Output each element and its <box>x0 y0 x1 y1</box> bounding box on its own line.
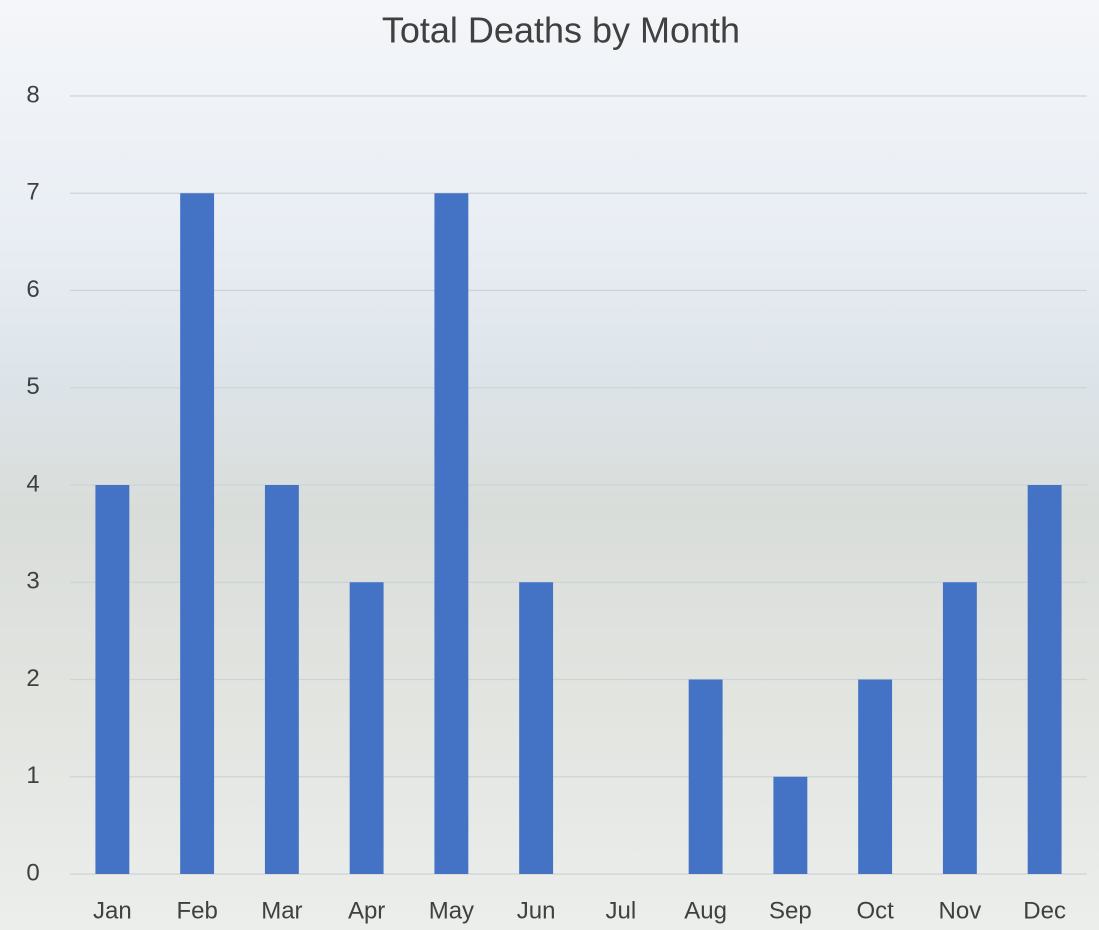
y-tick-label: 0 <box>26 859 39 886</box>
y-tick-label: 4 <box>26 470 39 497</box>
bar <box>943 582 977 874</box>
bar <box>858 680 892 875</box>
x-tick-label: Jul <box>606 897 637 924</box>
bar <box>95 485 129 874</box>
chart-title: Total Deaths by Month <box>382 10 740 51</box>
y-tick-label: 7 <box>26 179 39 206</box>
x-tick-label: Jan <box>93 897 132 924</box>
bar <box>434 193 468 874</box>
y-tick-label: 5 <box>26 373 39 400</box>
x-tick-label: Jun <box>517 897 556 924</box>
bar <box>519 582 553 874</box>
y-tick-label: 1 <box>26 762 39 789</box>
y-tick-label: 2 <box>26 665 39 692</box>
x-tick-label: Nov <box>939 897 982 924</box>
x-tick-label: Mar <box>261 897 302 924</box>
bar <box>180 193 214 874</box>
x-tick-label: Aug <box>684 897 727 924</box>
x-tick-label: Dec <box>1023 897 1066 924</box>
y-tick-label: 3 <box>26 568 39 595</box>
bar <box>350 582 384 874</box>
x-tick-label: Sep <box>769 897 812 924</box>
chart: Total Deaths by Month 0 1 2 3 4 5 6 7 8 Jan Feb Mar… <box>0 0 1099 930</box>
y-tick-label: 8 <box>26 81 39 108</box>
x-tick-label: Feb <box>176 897 217 924</box>
x-tick-label: Apr <box>348 897 385 924</box>
page: {"chart_data": {"type": "bar", "title": … <box>0 0 1099 930</box>
bar <box>265 485 299 874</box>
bar <box>773 777 807 874</box>
bar <box>1028 485 1062 874</box>
bar <box>689 680 723 875</box>
x-tick-label: Oct <box>856 897 894 924</box>
y-tick-label: 6 <box>26 276 39 303</box>
x-tick-label: May <box>429 897 474 924</box>
